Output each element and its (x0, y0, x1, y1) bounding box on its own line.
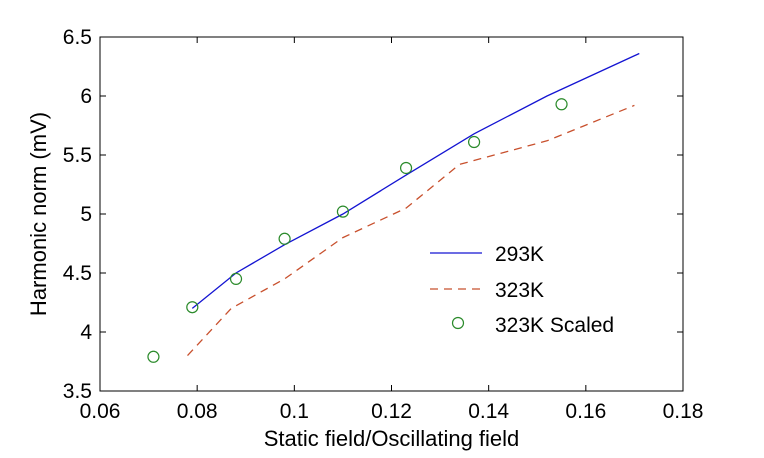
x-tick-label: 0.16 (565, 400, 606, 423)
point-323k-scaled (467, 135, 481, 149)
y-tick-label: 4 (80, 321, 92, 344)
legend-label-293k: 293K (495, 243, 544, 266)
x-tick-label: 0.1 (280, 400, 309, 423)
y-tick-label: 6 (80, 85, 92, 108)
y-tick-label: 5 (80, 203, 92, 226)
x-tick-label: 0.14 (468, 400, 509, 423)
series-layer (147, 52, 640, 363)
plot-area (99, 36, 684, 392)
point-323k-scaled (555, 98, 568, 111)
y-axis-label: Harmonic norm (mV) (26, 112, 51, 316)
point-323k-scaled (147, 350, 160, 363)
point-323k-scaled (336, 205, 350, 218)
point-323k-scaled (229, 272, 243, 285)
x-tick-label: 0.12 (371, 400, 412, 423)
point-323k-scaled (186, 301, 199, 314)
legend: 293K 323K 323K Scaled (430, 243, 614, 337)
x-tick-label: 0.06 (80, 400, 121, 423)
axis-tick-labels: 0.06 0.08 0.1 0.12 0.14 0.16 0.18 3.5 4 4.5 5 5.5 6 6… (63, 26, 704, 423)
axis-ticks (99, 36, 684, 392)
legend-label-323k-scaled: 323K Scaled (495, 314, 614, 337)
y-tick-label: 6.5 (63, 26, 92, 49)
point-323k-scaled (399, 161, 413, 175)
y-tick-label: 4.5 (63, 262, 92, 285)
x-tick-label: 0.18 (663, 400, 704, 423)
y-tick-label: 5.5 (63, 144, 92, 167)
y-tick-label: 3.5 (63, 380, 92, 403)
x-axis-label: Static field/Oscillating field (264, 426, 520, 451)
series-line-323k (187, 104, 635, 357)
series-line-293k (191, 52, 640, 309)
point-323k-scaled (278, 232, 291, 245)
legend-marker-323k-scaled (451, 316, 465, 330)
x-tick-label: 0.08 (177, 400, 218, 423)
legend-label-323k: 323K (495, 279, 544, 302)
